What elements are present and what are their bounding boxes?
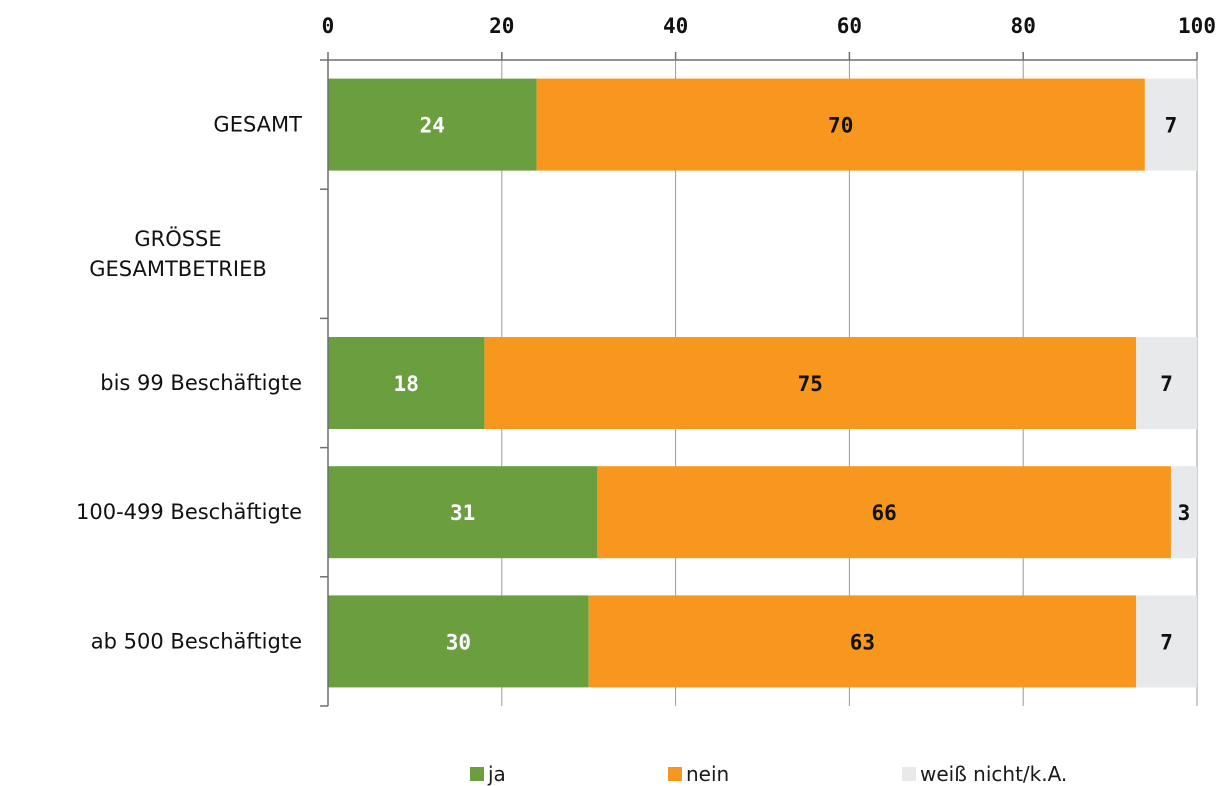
x-tick-label: 100 <box>1178 14 1216 38</box>
bar-segment <box>1136 337 1197 429</box>
category-label: bis 99 Beschäftigte <box>100 371 302 395</box>
bar-segment <box>536 78 1145 171</box>
legend-item-nein: nein <box>668 762 729 786</box>
bar-segment <box>588 595 1137 688</box>
category-label: GRÖSSE <box>134 226 221 251</box>
category-label: ab 500 Beschäftigte <box>91 629 302 653</box>
data-label: 7 <box>1160 630 1173 654</box>
legend-swatch-weiss-nicht <box>902 767 916 781</box>
legend-item-weiss-nicht: weiß nicht/k.A. <box>902 762 1067 786</box>
data-label: 75 <box>798 372 823 396</box>
bar-segment <box>1144 78 1197 171</box>
data-label: 7 <box>1165 114 1178 138</box>
data-label: 70 <box>828 114 853 138</box>
bar-segment <box>1170 466 1197 559</box>
stacked-bar-chart: 0 20 40 60 80 100 24 70 7 18 75 7 31 66 3 30 63 7 GESAMT… <box>76 14 1216 707</box>
bar-segment <box>328 337 485 429</box>
data-label: 30 <box>446 630 471 654</box>
axes <box>320 59 1197 707</box>
legend-item-ja: ja <box>470 762 506 786</box>
x-tick-label: 80 <box>1011 14 1036 38</box>
x-tick-label: 20 <box>489 14 514 38</box>
legend-label-weiss-nicht: weiß nicht/k.A. <box>920 762 1068 786</box>
category-labels: GESAMT GRÖSSE GESAMTBETRIEB bis 99 Beschäft… <box>76 113 302 654</box>
x-axis-ticks: 0 20 40 60 80 100 <box>322 14 1216 60</box>
category-label: 100-499 Beschäftigte <box>76 500 302 524</box>
bars <box>328 78 1197 688</box>
legend-label-ja: ja <box>488 762 506 786</box>
data-label: 63 <box>850 630 875 654</box>
bar-segment <box>1136 595 1197 688</box>
bar-segment <box>597 466 1171 559</box>
x-tick-label: 0 <box>322 14 335 38</box>
legend-swatch-nein <box>668 767 682 781</box>
category-label: GESAMTBETRIEB <box>89 257 267 281</box>
data-label: 7 <box>1160 372 1173 396</box>
data-label: 66 <box>872 501 897 525</box>
data-label: 31 <box>450 501 475 525</box>
x-tick-label: 60 <box>837 14 862 38</box>
data-label: 3 <box>1178 501 1191 525</box>
bar-segment <box>328 595 589 688</box>
data-label: 24 <box>420 114 445 138</box>
legend-label-nein: nein <box>686 762 730 786</box>
data-labels: 24 70 7 18 75 7 31 66 3 30 63 7 <box>394 114 1191 655</box>
legend-swatch-ja <box>470 767 484 781</box>
bar-segment <box>328 78 537 171</box>
data-label: 18 <box>394 372 419 396</box>
bar-segment <box>328 466 598 559</box>
category-label: GESAMT <box>213 113 302 137</box>
x-tick-label: 40 <box>663 14 688 38</box>
bar-segment <box>484 337 1137 429</box>
